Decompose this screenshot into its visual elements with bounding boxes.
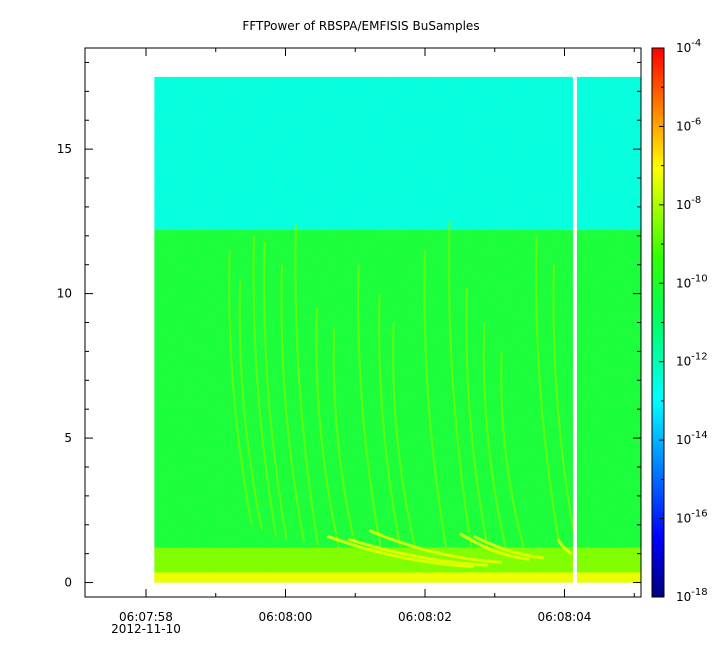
- whistler-trace-6: [294, 224, 319, 546]
- whistler-trace-10: [378, 293, 403, 554]
- low-band-arc-1: [326, 534, 474, 569]
- plot-area: [84, 47, 642, 598]
- x-tick-label: 06:08:00: [259, 610, 313, 624]
- data-gap: [572, 76, 577, 585]
- y-tick-label: 5: [64, 431, 72, 445]
- x-tick-label: 06:08:02: [398, 610, 452, 624]
- whistler-trace-12: [423, 250, 448, 554]
- whistler-trace-7: [315, 308, 340, 549]
- whistler-trace-18: [552, 264, 578, 546]
- low-band-arc-5: [473, 534, 544, 560]
- whistler-trace-14: [465, 287, 490, 554]
- whistler-trace-13: [447, 221, 473, 549]
- y-tick-label: 0: [64, 576, 72, 590]
- colorbar-tick-label: 10-12: [676, 352, 708, 369]
- colorbar-tick-label: 10-14: [676, 430, 708, 447]
- low-band-arc-6: [556, 538, 573, 555]
- low-band-arc-4: [459, 532, 530, 561]
- y-tick-label: 10: [57, 287, 72, 301]
- whistler-trace-5: [280, 264, 305, 543]
- whistler-trace-2: [238, 279, 264, 531]
- y-axis: 0 5 10 15: [57, 61, 641, 590]
- whistler-trace-11: [392, 322, 417, 551]
- x-tick-label: 06:07:58: [119, 610, 173, 624]
- whistler-trace-16: [500, 351, 525, 549]
- colorbar-tick-label: 10-18: [676, 587, 708, 604]
- colorbar-tick-label: 10-16: [676, 509, 708, 526]
- whistler-trace-3: [252, 235, 278, 537]
- colorbar-tick-label: 10-8: [676, 195, 701, 212]
- x-tick-label: 06:08:04: [538, 610, 592, 624]
- whistler-trace-17: [535, 235, 560, 540]
- colorbar-tick-label: 10-4: [676, 38, 701, 55]
- low-band-arc-2: [347, 537, 488, 567]
- whistler-trace-4: [263, 241, 288, 540]
- whistler-trace-15: [482, 322, 508, 551]
- whistler-trace-8: [332, 328, 358, 551]
- colorbar-tick-label: 10-10: [676, 273, 708, 290]
- whistler-trace-9: [357, 264, 382, 549]
- chart-title: FFTPower of RBSPA/EMFISIS BuSamples: [242, 19, 479, 33]
- spectrum-noise-texture: [154, 76, 641, 583]
- y-tick-label: 15: [57, 142, 72, 156]
- x-tick-date: 2012-11-10: [111, 622, 181, 636]
- colorbar-tick-label: 10-6: [676, 116, 701, 133]
- whistler-trace-1: [228, 250, 253, 525]
- colorbar: 10-4 10-6 10-8 10-10 10-12 10-14 10-16 10-18: [651, 38, 708, 604]
- low-band-arc-3: [368, 529, 502, 564]
